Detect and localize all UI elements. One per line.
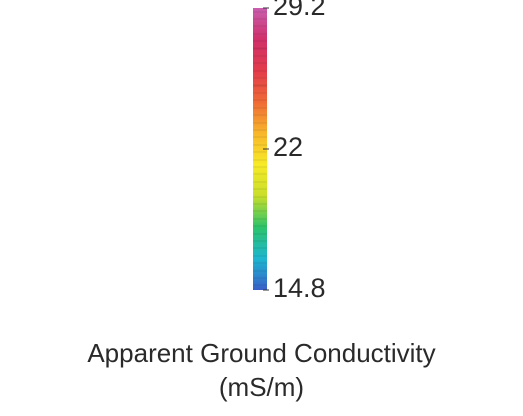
colorbar-title-line-2: (mS/m) [218,372,305,402]
colorbar-tick-label: 29.2 [273,0,326,21]
colorbar-tick-label: 22 [273,132,303,162]
colorbar-title: Apparent Ground Conductivity (mS/m) [0,336,523,404]
colorbar [253,8,267,290]
colorbar-marks [253,11,267,286]
colorbar-ticks: 29.2 22 14.8 [263,0,326,303]
colorbar-title-line-1: Apparent Ground Conductivity [87,338,436,368]
colorbar-tick-label: 14.8 [273,273,326,303]
